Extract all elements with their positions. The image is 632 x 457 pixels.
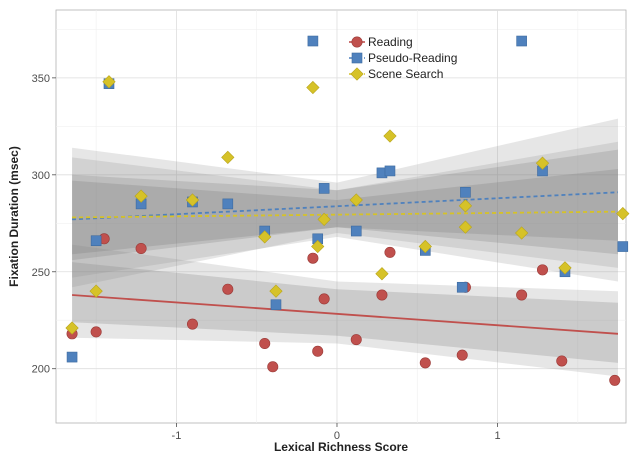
point-scene-search — [515, 226, 529, 240]
point-pseudo-reading — [384, 165, 396, 177]
point-reading — [384, 246, 396, 258]
y-tick-label: 250 — [32, 267, 50, 279]
point-reading — [259, 338, 271, 350]
point-reading — [267, 361, 279, 373]
band-inner-scene-search — [72, 169, 619, 255]
x-tick-label: 0 — [334, 430, 340, 442]
legend-marker-scene-search — [350, 67, 364, 81]
band-inner-reading — [72, 262, 619, 363]
point-pseudo-reading — [350, 225, 362, 237]
point-reading — [456, 349, 468, 361]
point-pseudo-reading — [516, 35, 527, 47]
x-tick-label: 1 — [494, 430, 500, 442]
point-reading — [556, 355, 568, 367]
point-scene-search — [317, 212, 331, 227]
point-reading — [186, 318, 198, 330]
point-pseudo-reading — [90, 235, 102, 247]
point-reading — [537, 264, 549, 276]
point-scene-search — [458, 199, 473, 213]
trend-line-pseudo-reading — [72, 191, 619, 221]
point-reading — [516, 289, 528, 301]
point-scene-search — [383, 129, 397, 143]
point-scene-search — [89, 284, 103, 298]
point-pseudo-reading — [318, 183, 330, 194]
point-scene-search — [269, 284, 283, 298]
point-scene-search — [311, 239, 325, 254]
point-scene-search — [458, 220, 473, 234]
y-tick-label: 300 — [32, 170, 50, 182]
y-tick-label: 350 — [32, 73, 50, 85]
point-scene-search — [558, 261, 572, 275]
trend-line-reading — [71, 294, 619, 335]
point-scene-search — [221, 150, 235, 164]
point-pseudo-reading — [456, 281, 468, 293]
point-scene-search — [418, 239, 432, 254]
point-pseudo-reading — [307, 35, 319, 47]
gridlines — [56, 10, 626, 423]
point-reading — [312, 345, 324, 357]
x-tick-label: -1 — [172, 430, 182, 442]
point-pseudo-reading — [66, 351, 78, 363]
point-reading — [135, 242, 147, 254]
point-reading — [318, 293, 330, 305]
x-axis-title: Lexical Richness Score — [274, 440, 408, 454]
point-scene-search — [134, 189, 148, 203]
band-outer-pseudo-reading — [72, 118, 619, 288]
legend-label-reading: Reading — [368, 35, 413, 49]
confidence-bands — [72, 118, 619, 377]
point-scene-search — [535, 156, 550, 170]
point-scene-search — [258, 230, 272, 244]
point-pseudo-reading — [270, 299, 282, 311]
legend: Reading Pseudo-Reading Scene Search — [349, 35, 457, 81]
y-tick-label: 200 — [32, 364, 50, 376]
trend-lines — [71, 191, 619, 335]
band-outer-reading — [72, 244, 619, 377]
point-scene-search — [375, 267, 389, 281]
point-reading — [222, 283, 234, 295]
point-scene-search — [349, 193, 363, 207]
point-pseudo-reading — [460, 186, 471, 198]
point-reading — [376, 289, 388, 301]
point-scene-search — [306, 80, 320, 95]
point-scene-search — [185, 193, 200, 207]
point-scene-search — [65, 321, 79, 335]
legend-marker-reading — [351, 36, 363, 48]
point-scene-search — [616, 206, 630, 221]
band-outer-scene-search — [72, 141, 619, 282]
point-reading — [350, 334, 362, 346]
point-reading — [419, 357, 431, 369]
point-pseudo-reading — [617, 241, 629, 252]
data-points — [65, 35, 630, 386]
y-axis-title: Fixation Duration (msec) — [7, 146, 21, 287]
point-reading — [307, 252, 319, 264]
point-pseudo-reading — [222, 198, 234, 210]
point-reading — [90, 326, 102, 338]
band-inner-pseudo-reading — [72, 149, 619, 261]
point-scene-search — [102, 75, 116, 89]
point-reading — [609, 374, 621, 386]
legend-label-scene-search: Scene Search — [368, 67, 443, 81]
axis-ticks: -1 0 1 200 250 300 350 — [32, 73, 501, 442]
legend-label-pseudo-reading: Pseudo-Reading — [368, 51, 457, 65]
legend-marker-pseudo-reading — [351, 52, 363, 64]
